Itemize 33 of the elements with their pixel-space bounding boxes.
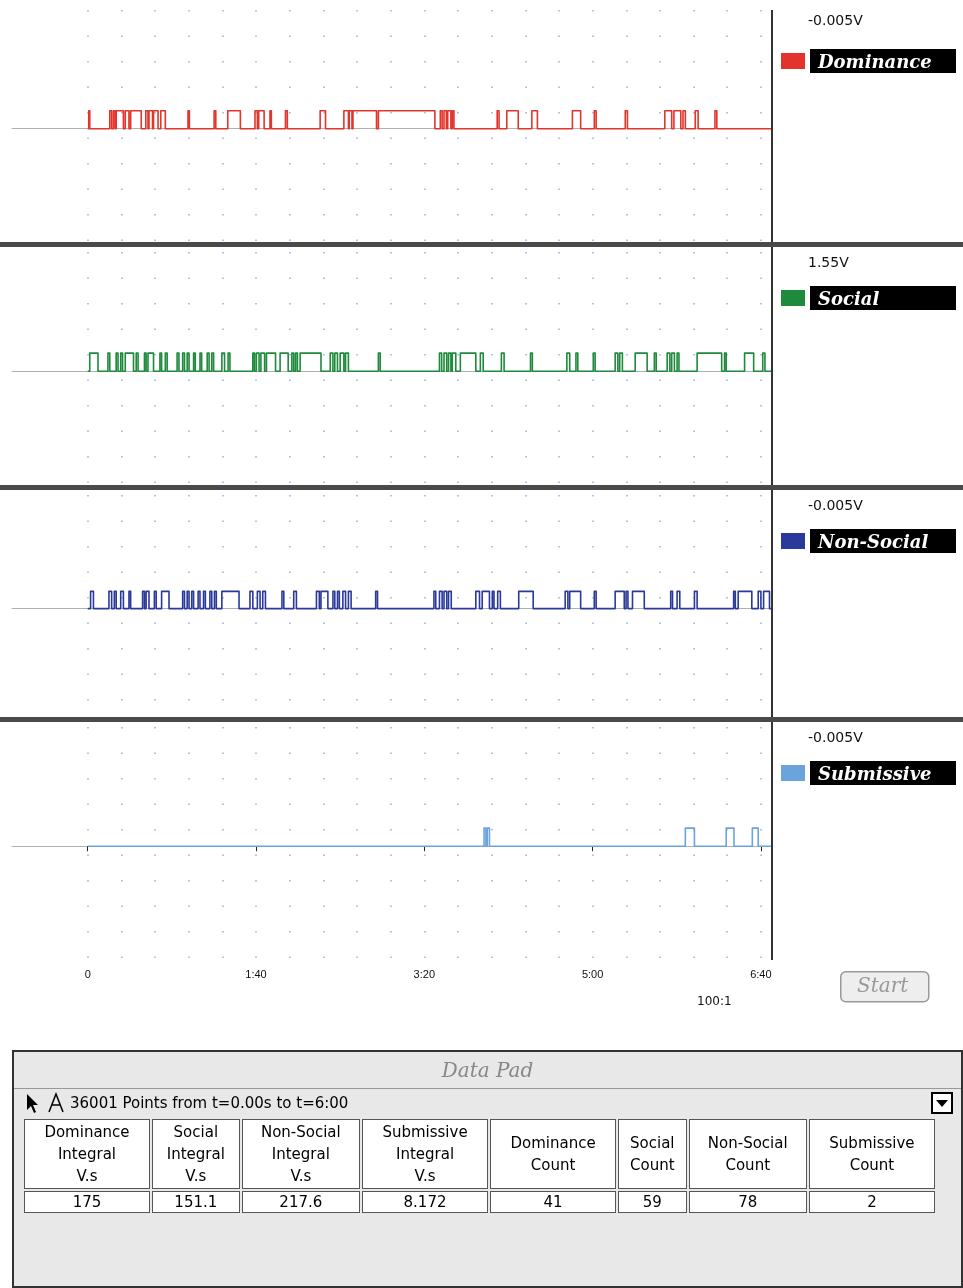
data-label: 78 <box>688 1191 807 1213</box>
category-label: Non-Social Integral V.s <box>241 1119 361 1189</box>
data-label: 217.6 <box>241 1191 361 1213</box>
data-label: 8.172 <box>362 1191 489 1213</box>
x-tick-label: 5:00 <box>581 967 604 980</box>
x-tick-label: 0 <box>84 967 91 980</box>
text: -0.005V <box>808 729 864 745</box>
x-tick-label: 3:20 <box>413 967 436 980</box>
text: -0.005V <box>808 12 864 28</box>
category-label: Social Integral V.s <box>151 1119 240 1189</box>
legend-label: Submissive <box>818 762 932 784</box>
text: 36001 Points from t=0.00s to t=6:00 <box>70 1094 350 1112</box>
text: -0.005V <box>808 497 864 513</box>
category-label: Submissive Count <box>808 1119 935 1189</box>
data-label: 59 <box>618 1191 687 1213</box>
text: 1.55V <box>808 254 850 270</box>
text: Data Pad <box>14 1052 961 1089</box>
data-label: 175 <box>24 1191 150 1213</box>
legend-label: Non-Social <box>817 530 929 552</box>
category-label: Dominance Integral V.s <box>24 1119 150 1189</box>
text: Start <box>857 973 910 997</box>
data-label: 2 <box>808 1191 935 1213</box>
category-label: Dominance Count <box>490 1119 617 1189</box>
data-label: 41 <box>490 1191 617 1213</box>
legend-label: Dominance <box>817 50 932 72</box>
text: 100:1 <box>697 994 732 1008</box>
category-label: Submissive Integral V.s <box>362 1119 489 1189</box>
legend-label: Social <box>818 287 880 309</box>
data-label: 151.1 <box>151 1191 240 1213</box>
x-tick-label: 1:40 <box>245 967 267 980</box>
category-label: Non-Social Count <box>688 1119 807 1189</box>
x-tick-label: 6:40 <box>750 967 772 980</box>
category-label: Social Count <box>618 1119 687 1189</box>
